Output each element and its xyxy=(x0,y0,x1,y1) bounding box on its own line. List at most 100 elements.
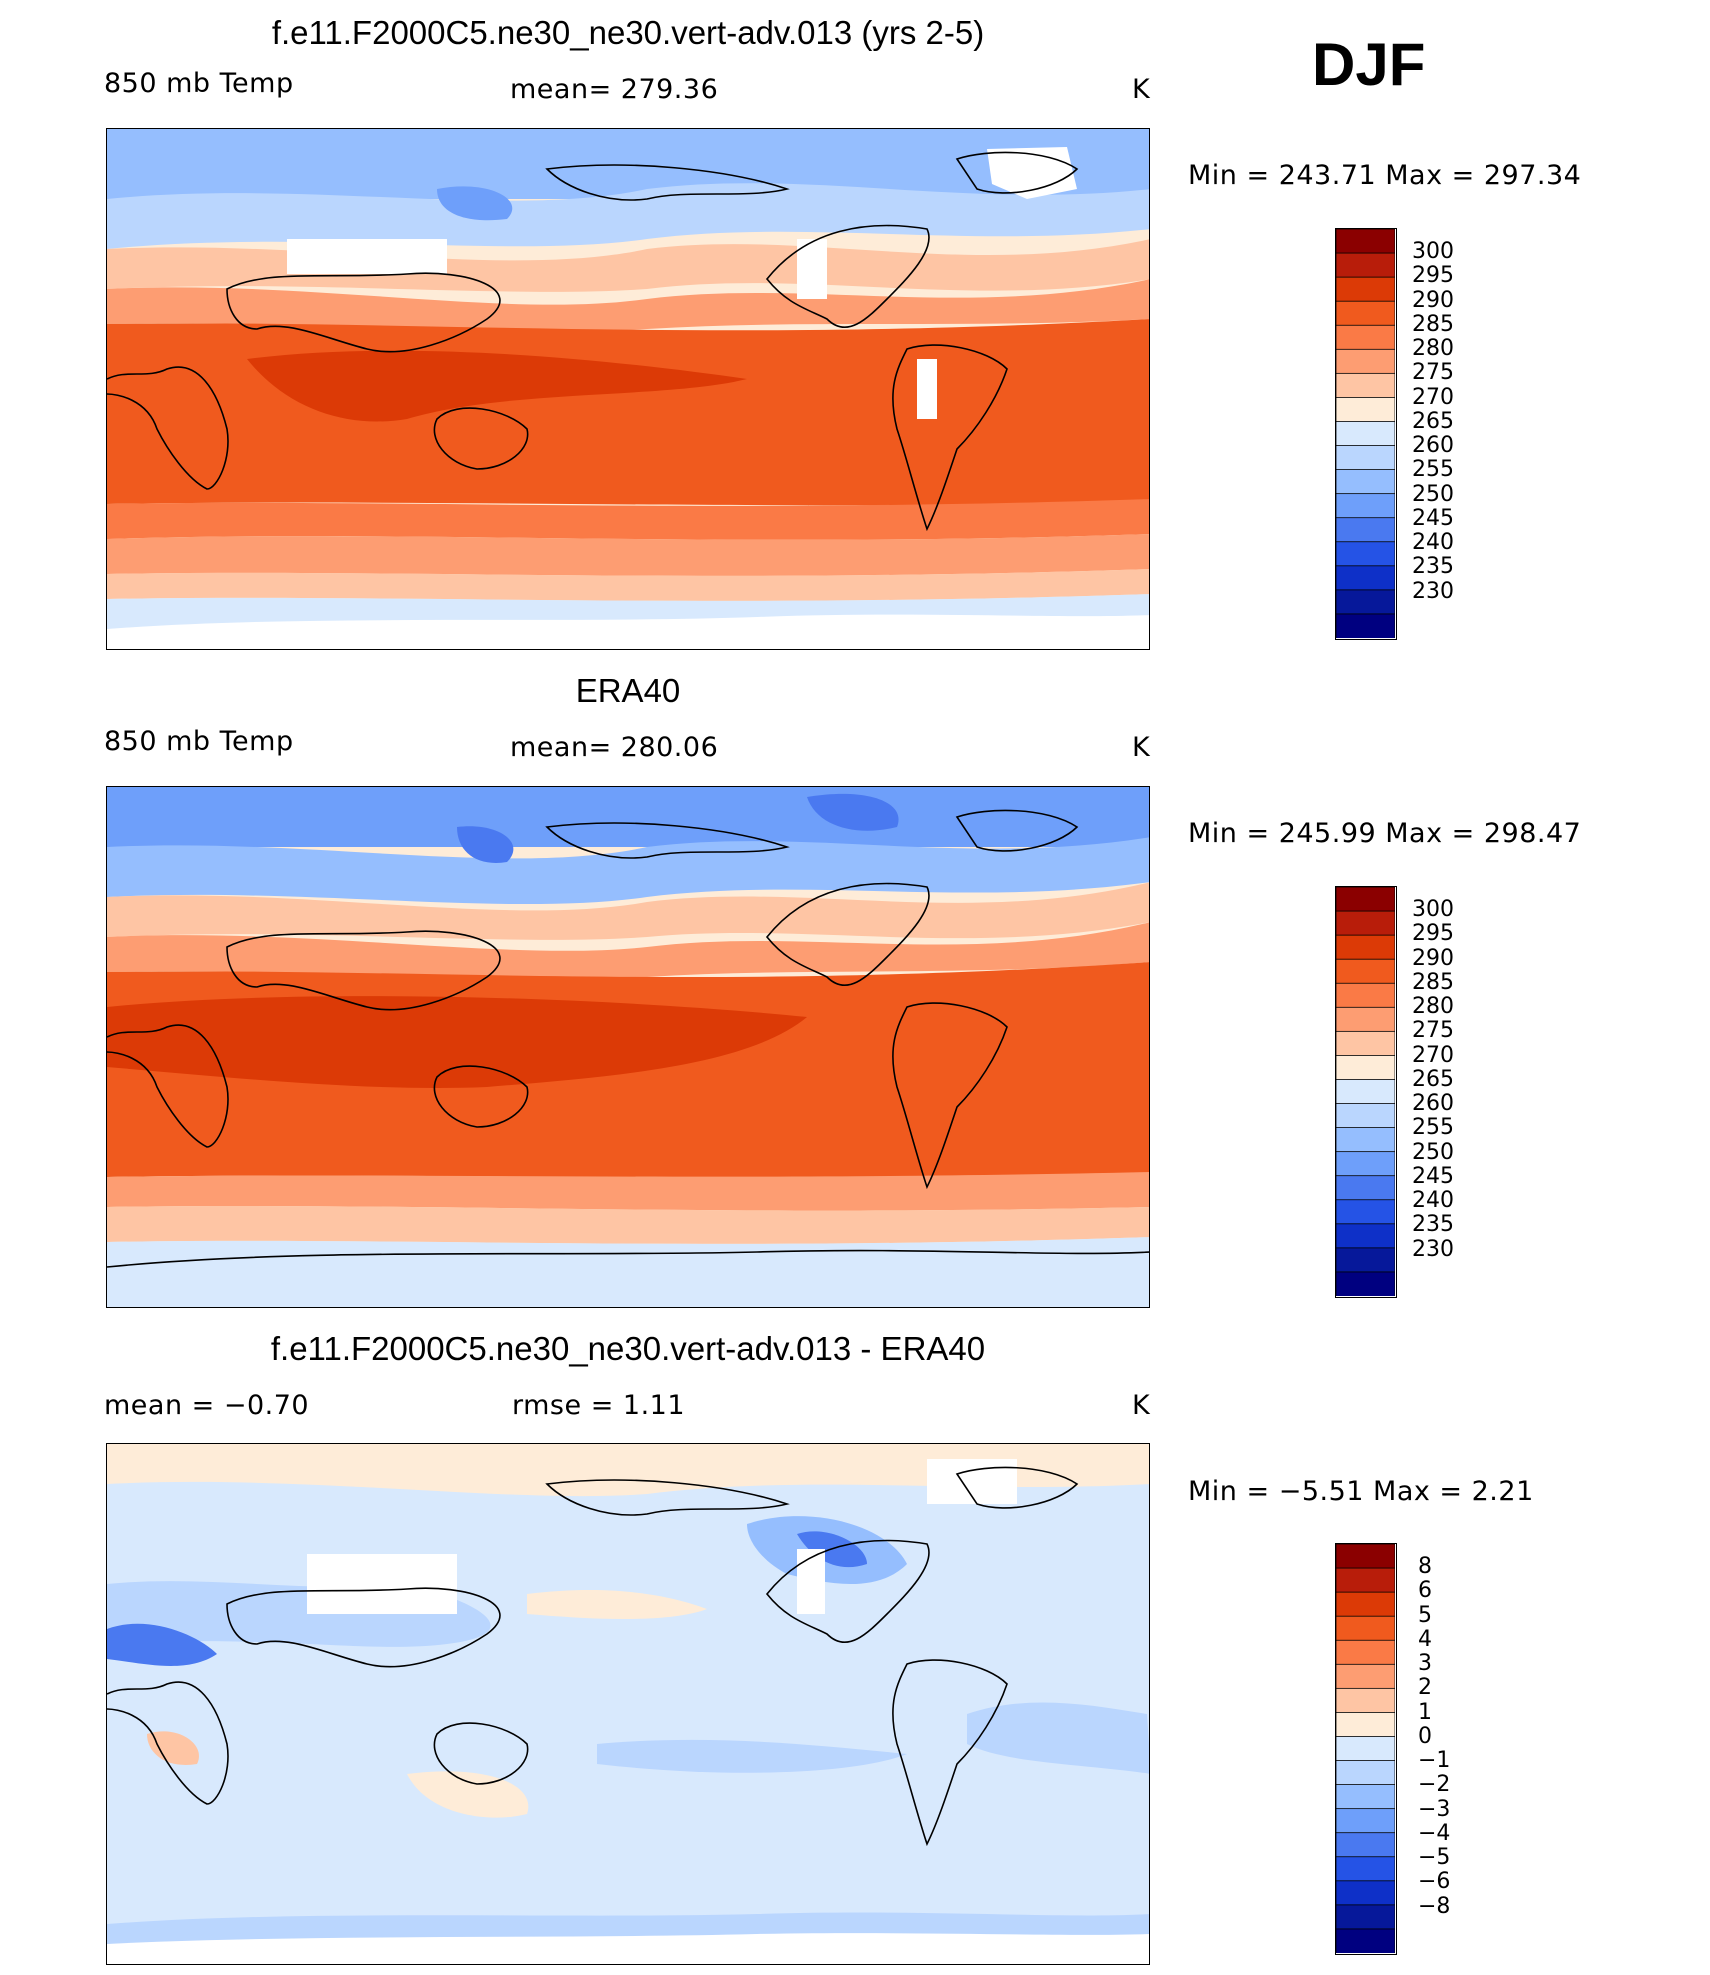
colorbar-swatch xyxy=(1336,1199,1395,1225)
colorbar-swatch xyxy=(1336,565,1395,591)
panel-3-mean: mean = −0.70 xyxy=(104,1390,310,1421)
colorbar-swatch xyxy=(1336,1639,1395,1666)
panel-2-map-svg xyxy=(107,787,1149,1307)
temperature-field xyxy=(107,787,1149,1307)
colorbar-swatch xyxy=(1336,1663,1395,1690)
colorbar-tick-label: 250 xyxy=(1412,1139,1454,1165)
colorbar-swatch xyxy=(1336,1856,1395,1882)
colorbar-tick-label: 295 xyxy=(1412,921,1454,947)
panel-3-map-svg xyxy=(107,1444,1149,1964)
colorbar-swatch xyxy=(1336,1784,1395,1810)
colorbar-tick-label: 260 xyxy=(1412,1091,1454,1117)
panel-2-units: K xyxy=(1132,732,1151,763)
colorbar-tick-label: 255 xyxy=(1412,1115,1454,1141)
colorbar-swatch xyxy=(1336,1151,1395,1177)
colorbar-swatch xyxy=(1336,229,1395,254)
panel-1-variable: 850 mb Temp xyxy=(104,68,294,99)
colorbar-swatch xyxy=(1336,300,1395,327)
colorbar-swatch xyxy=(1336,276,1395,303)
colorbar-tick-label: 8 xyxy=(1418,1554,1432,1580)
panel-3-colorbar xyxy=(1335,1543,1397,1955)
colorbar-tick-label: 5 xyxy=(1418,1602,1432,1628)
panel-1-colorbar-svg xyxy=(1336,229,1395,638)
colorbar-swatch xyxy=(1336,517,1395,543)
colorbar-tick-label: 245 xyxy=(1412,1163,1454,1189)
colorbar-tick-label: 280 xyxy=(1412,994,1454,1020)
colorbar-tick-label: 255 xyxy=(1412,457,1454,483)
colorbar-tick-label: 265 xyxy=(1412,408,1454,434)
colorbar-tick-label: −3 xyxy=(1418,1796,1451,1822)
panel-1-minmax: Min = 243.71 Max = 297.34 xyxy=(1188,160,1582,191)
colorbar-tick-label: 275 xyxy=(1412,1018,1454,1044)
colorbar-swatch xyxy=(1336,982,1395,1009)
colorbar-swatch xyxy=(1336,910,1395,937)
colorbar-swatch xyxy=(1336,348,1395,375)
colorbar-swatch xyxy=(1336,1175,1395,1201)
colorbar-tick-label: 290 xyxy=(1412,287,1454,313)
colorbar-tick-label: 0 xyxy=(1418,1723,1432,1749)
colorbar-tick-label: 250 xyxy=(1412,481,1454,507)
panel-1-units: K xyxy=(1132,74,1151,105)
colorbar-swatch xyxy=(1336,397,1395,423)
colorbar-swatch xyxy=(1336,493,1395,519)
colorbar-swatch xyxy=(1336,958,1395,985)
colorbar-swatch xyxy=(1336,1736,1395,1762)
colorbar-swatch xyxy=(1336,613,1395,638)
colorbar-swatch xyxy=(1336,1567,1395,1594)
colorbar-swatch xyxy=(1336,1615,1395,1642)
colorbar-swatch xyxy=(1336,1808,1395,1834)
panel-2-map xyxy=(106,786,1150,1308)
colorbar-swatch xyxy=(1336,1247,1395,1273)
colorbar-tick-label: 6 xyxy=(1418,1578,1432,1604)
colorbar-tick-label: 270 xyxy=(1412,1042,1454,1068)
colorbar-tick-label: 230 xyxy=(1412,1236,1454,1262)
colorbar-tick-label: 275 xyxy=(1412,360,1454,386)
colorbar-tick-label: 285 xyxy=(1412,969,1454,995)
panel-2-mean: mean= 280.06 xyxy=(510,732,719,763)
colorbar-tick-label: 280 xyxy=(1412,336,1454,362)
colorbar-tick-label: 235 xyxy=(1412,554,1454,580)
colorbar-swatch xyxy=(1336,1544,1395,1569)
colorbar-swatch xyxy=(1336,1271,1395,1296)
panel-2-title: ERA40 xyxy=(575,672,681,709)
coastlines xyxy=(107,151,1079,532)
colorbar-tick-label: 1 xyxy=(1418,1699,1432,1725)
colorbar-swatch xyxy=(1336,934,1395,961)
colorbar-swatch xyxy=(1336,1760,1395,1786)
colorbar-swatch xyxy=(1336,445,1395,471)
panel-1-map-svg xyxy=(107,129,1149,649)
season-label: DJF xyxy=(1312,31,1426,98)
colorbar-tick-label: 290 xyxy=(1412,945,1454,971)
colorbar-tick-label: 260 xyxy=(1412,433,1454,459)
colorbar-tick-label: 3 xyxy=(1418,1651,1432,1677)
colorbar-swatch xyxy=(1336,1055,1395,1081)
panel-2-colorbar-svg xyxy=(1336,887,1395,1296)
colorbar-tick-label: 230 xyxy=(1412,578,1454,604)
panel-2-colorbar xyxy=(1335,886,1397,1298)
panel-1-title: f.e11.F2000C5.ne30_ne30.vert-adv.013 (yr… xyxy=(271,14,985,51)
colorbar-swatch xyxy=(1336,1127,1395,1153)
colorbar-swatch xyxy=(1336,421,1395,447)
panel-3-minmax: Min = −5.51 Max = 2.21 xyxy=(1188,1476,1534,1507)
panel-3-rmse: rmse = 1.11 xyxy=(512,1390,686,1421)
colorbar-swatch xyxy=(1336,541,1395,567)
panel-2-variable: 850 mb Temp xyxy=(104,726,294,757)
colorbar-swatch xyxy=(1336,324,1395,351)
colorbar-tick-label: 285 xyxy=(1412,311,1454,337)
colorbar-tick-label: 295 xyxy=(1412,263,1454,289)
coastlines xyxy=(107,809,1149,1268)
colorbar-swatch xyxy=(1336,1712,1395,1738)
colorbar-tick-label: 300 xyxy=(1412,239,1454,265)
panel-3-colorbar-svg xyxy=(1336,1544,1395,1953)
colorbar-swatch xyxy=(1336,1687,1395,1714)
colorbar-tick-label: −8 xyxy=(1418,1893,1451,1919)
colorbar-tick-label: −1 xyxy=(1418,1748,1451,1774)
colorbar-swatch xyxy=(1336,1006,1395,1033)
colorbar-tick-label: 4 xyxy=(1418,1626,1432,1652)
colorbar-swatch xyxy=(1336,469,1395,495)
colorbar-swatch xyxy=(1336,1030,1395,1057)
colorbar-tick-label: 265 xyxy=(1412,1066,1454,1092)
panel-3-units: K xyxy=(1132,1390,1151,1421)
colorbar-swatch xyxy=(1336,1103,1395,1129)
colorbar-swatch xyxy=(1336,252,1395,279)
